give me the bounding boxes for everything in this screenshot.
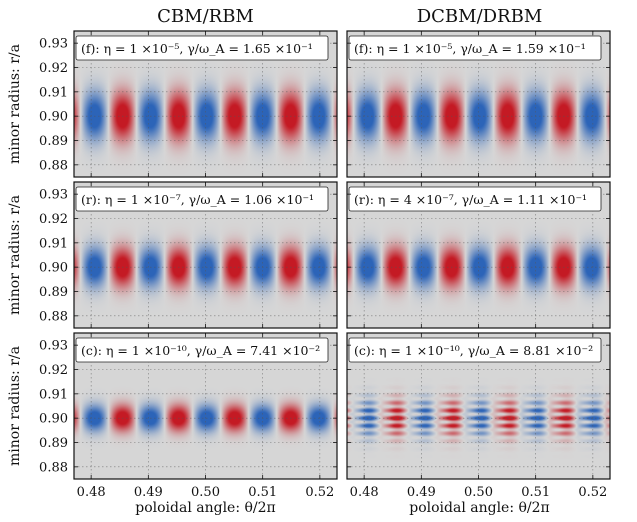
y-axis-label: minor radius: r/a <box>7 44 23 164</box>
annotation-box <box>75 337 329 363</box>
y-tick-label: 0.91 <box>39 85 68 100</box>
x-tick-label: 0.49 <box>134 485 163 500</box>
y-tick-label: 0.93 <box>39 339 68 354</box>
x-tick-label: 0.50 <box>191 485 220 500</box>
panels: (f): η = 1 ×10⁻⁵, γ/ω_A = 1.65 ×10⁻¹ (f):… <box>73 30 611 480</box>
x-tick-label: 0.48 <box>350 485 379 500</box>
x-tick-label: 0.51 <box>521 485 550 500</box>
y-axis-label: minor radius: r/a <box>7 346 23 466</box>
y-tick-label: 0.88 <box>39 158 68 173</box>
panel-annotation: (f): η = 1 ×10⁻⁵, γ/ω_A = 1.59 ×10⁻¹ <box>354 41 586 56</box>
panel-annotation: (c): η = 1 ×10⁻¹⁰, γ/ω_A = 7.41 ×10⁻² <box>81 343 320 358</box>
y-tick-label: 0.91 <box>39 387 68 402</box>
panel-annotation: (r): η = 1 ×10⁻⁷, γ/ω_A = 1.06 ×10⁻¹ <box>81 192 314 207</box>
x-tick-label: 0.52 <box>305 485 334 500</box>
x-tick-label: 0.48 <box>77 485 106 500</box>
y-tick-label: 0.91 <box>39 236 68 251</box>
panel-f-right: (f): η = 1 ×10⁻⁵, γ/ω_A = 1.59 ×10⁻¹ <box>346 30 611 178</box>
panel-annotation: (f): η = 1 ×10⁻⁵, γ/ω_A = 1.65 ×10⁻¹ <box>81 41 313 56</box>
annotation-box <box>75 35 329 61</box>
panel-r-right: (r): η = 4 ×10⁻⁷, γ/ω_A = 1.11 ×10⁻¹ <box>346 181 611 329</box>
y-tick-label: 0.89 <box>39 436 68 451</box>
column-title-left: CBM/RBM <box>157 6 254 27</box>
column-title-right: DCBM/DRBM <box>417 6 543 27</box>
x-axis: 0.48 0.49 0.50 0.51 0.52 0.48 0.49 0.50 0.51 0.52 <box>77 485 608 500</box>
y-tick-label: 0.90 <box>39 110 68 125</box>
y-tick-label: 0.92 <box>39 61 68 76</box>
annotation-box <box>75 186 329 212</box>
x-axis-label-right: poloidal angle: θ/2π <box>409 500 550 516</box>
y-tick-label: 0.90 <box>39 412 68 427</box>
y-axis-label: minor radius: r/a <box>7 195 23 315</box>
x-tick-label: 0.50 <box>464 485 493 500</box>
y-tick-label: 0.90 <box>39 261 68 276</box>
y-axis-labels: minor radius: r/a minor radius: r/a minor … <box>7 44 23 466</box>
x-tick-label: 0.52 <box>578 485 607 500</box>
x-tick-label: 0.51 <box>248 485 277 500</box>
y-tick-label: 0.93 <box>39 188 68 203</box>
x-tick-label: 0.49 <box>407 485 436 500</box>
y-tick-label: 0.88 <box>39 460 68 475</box>
y-axis: 0.88 0.89 0.90 0.91 0.92 0.93 0.88 0.89 0.90 0.91… <box>39 37 68 476</box>
panel-f-left: (f): η = 1 ×10⁻⁵, γ/ω_A = 1.65 ×10⁻¹ <box>73 30 338 178</box>
y-tick-label: 0.89 <box>39 285 68 300</box>
annotation-box <box>348 186 602 212</box>
annotation-box <box>348 35 602 61</box>
y-tick-label: 0.93 <box>39 37 68 52</box>
panel-c-left: (c): η = 1 ×10⁻¹⁰, γ/ω_A = 7.41 ×10⁻² <box>73 332 338 480</box>
x-axis-label-left: poloidal angle: θ/2π <box>135 500 276 516</box>
y-tick-label: 0.89 <box>39 134 68 149</box>
annotation-box <box>348 337 602 363</box>
panel-c-right: (c): η = 1 ×10⁻¹⁰, γ/ω_A = 8.81 ×10⁻² <box>346 332 611 480</box>
panel-annotation: (c): η = 1 ×10⁻¹⁰, γ/ω_A = 8.81 ×10⁻² <box>354 343 593 358</box>
panel-annotation: (r): η = 4 ×10⁻⁷, γ/ω_A = 1.11 ×10⁻¹ <box>354 192 587 207</box>
panel-r-left: (r): η = 1 ×10⁻⁷, γ/ω_A = 1.06 ×10⁻¹ <box>73 181 338 329</box>
y-tick-label: 0.92 <box>39 363 68 378</box>
y-tick-label: 0.92 <box>39 212 68 227</box>
y-tick-label: 0.88 <box>39 309 68 324</box>
